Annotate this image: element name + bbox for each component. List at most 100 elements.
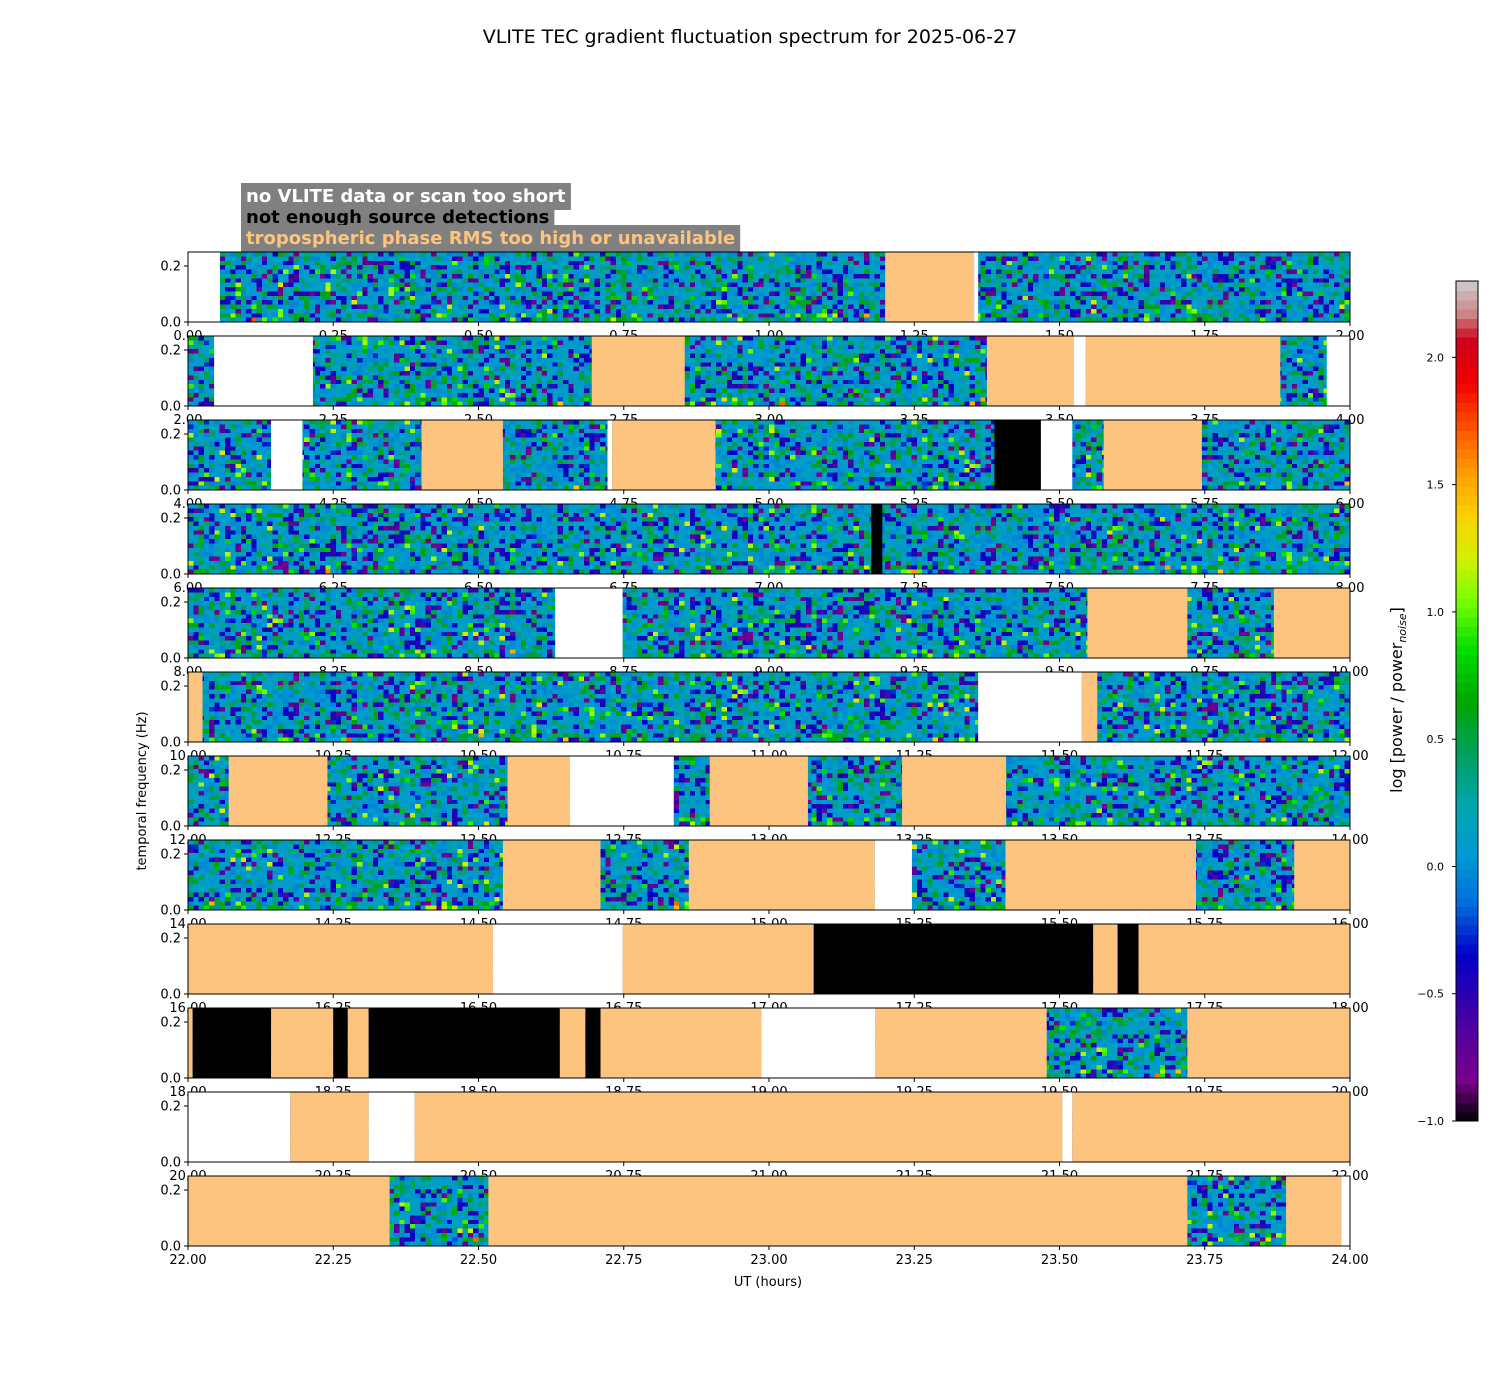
panel-5: 0.00.210.0010.2510.5010.7511.0011.2511.5…: [160, 671, 1369, 764]
colorbar-segment: [1456, 747, 1478, 758]
panel-9: 0.00.218.0018.2518.5018.7519.0019.2519.5…: [160, 1007, 1369, 1100]
mask-tropo-11-0: [188, 1176, 390, 1246]
y-tick-label: 0.0: [160, 1156, 181, 1171]
x-tick-label: 23.25: [896, 1253, 933, 1268]
colorbar-segment: [1456, 878, 1478, 889]
colorbar-segment: [1456, 421, 1478, 431]
mask-tropo-9-10: [875, 1008, 1047, 1078]
colorbar-segment: [1456, 607, 1478, 618]
mask-tropo-9-8: [600, 1008, 762, 1078]
colorbar-segment: [1456, 794, 1478, 805]
heatmap-cells: [188, 420, 1351, 491]
mask-nodata-0-2: [974, 252, 979, 322]
mask-nodata-8-1: [493, 924, 623, 994]
y-tick-label: 0.0: [160, 400, 181, 415]
colorbar-segment: [1456, 897, 1478, 907]
colorbar-segment: [1456, 514, 1478, 525]
mask-nodata-10-4: [1062, 1092, 1073, 1162]
panel-10: 0.00.220.0020.2520.5020.7521.0021.2521.5…: [160, 1091, 1369, 1184]
y-tick-label: 0.2: [160, 1184, 181, 1199]
y-tick-label: 0.0: [160, 652, 181, 667]
colorbar-segment: [1456, 962, 1478, 973]
colorbar-tick-label: 1.5: [1427, 479, 1445, 492]
mask-nodet-8-5: [1117, 924, 1139, 994]
mask-tropo-4-1: [1087, 588, 1188, 658]
x-tick-label: 22.75: [605, 1253, 642, 1268]
colorbar-segment: [1456, 766, 1478, 777]
colorbar-segment: [1456, 999, 1478, 1010]
colorbar-segment: [1456, 598, 1478, 609]
colorbar-segment: [1456, 1111, 1478, 1122]
colorbar: −1.0 −0.5 0.0 0.5 1.0 1.5 2.0: [1417, 280, 1479, 1128]
mask-tropo-6-1: [507, 756, 570, 826]
mask-tropo-2-3: [612, 420, 716, 490]
colorbar-segment: [1456, 551, 1478, 562]
mask-tropo-9-11: [1187, 1008, 1350, 1078]
colorbar-segment: [1456, 738, 1478, 749]
colorbar-segment: [1456, 318, 1478, 329]
mask-tropo-0-1: [885, 252, 975, 322]
panel-6: 0.00.212.0012.2512.5012.7513.0013.2513.5…: [160, 755, 1369, 848]
mask-nodet-8-3: [813, 924, 1094, 994]
x-tick-label: 22.25: [315, 1253, 352, 1268]
y-tick-label: 0.0: [160, 1072, 181, 1087]
mask-nodata-0-0: [188, 252, 220, 322]
y-tick-label: 0.2: [160, 260, 181, 275]
mask-tropo-2-1: [421, 420, 503, 490]
mask-tropo-7-1: [688, 840, 875, 910]
mask-tropo-5-0: [188, 672, 203, 742]
colorbar-frame: [1455, 280, 1479, 1122]
y-tick-label: 0.0: [160, 988, 181, 1003]
legend-entry-2: tropospheric phase RMS too high or unava…: [241, 225, 741, 252]
mask-nodata-6-2: [569, 756, 674, 826]
colorbar-segment: [1456, 542, 1478, 553]
mask-tropo-9-2: [271, 1008, 334, 1078]
colorbar-segment: [1456, 495, 1478, 506]
colorbar-segment: [1456, 309, 1478, 319]
y-tick-label: 0.0: [160, 484, 181, 499]
chart-title: VLITE TEC gradient fluctuation spectrum …: [483, 26, 1017, 48]
mask-nodet-9-7: [585, 1008, 601, 1078]
mask-tropo-9-0: [188, 1008, 193, 1078]
panel-7: 0.00.214.0014.2514.5014.7515.0015.2515.5…: [160, 839, 1369, 932]
mask-tropo-6-3: [709, 756, 808, 826]
colorbar-segment: [1456, 617, 1478, 627]
mask-tropo-8-2: [622, 924, 814, 994]
mask-nodata-2-2: [607, 420, 613, 490]
x-axis-label: UT (hours): [734, 1275, 802, 1290]
y-tick-label: 0.2: [160, 932, 181, 947]
mask-tropo-4-2: [1273, 588, 1350, 658]
colorbar-label-end: ]: [1387, 607, 1406, 613]
colorbar-segment: [1456, 374, 1478, 385]
colorbar-tick-label: 0.0: [1427, 860, 1445, 873]
y-tick-label: 0.0: [160, 568, 181, 583]
colorbar-segment: [1456, 831, 1478, 842]
y-tick-label: 0.0: [160, 1240, 181, 1255]
colorbar-tick-label: 2.0: [1427, 351, 1445, 364]
y-tick-label: 0.2: [160, 512, 181, 527]
colorbar-segment: [1456, 925, 1478, 935]
colorbar-segment: [1456, 290, 1478, 301]
colorbar-segment: [1456, 1074, 1478, 1085]
legend-text: tropospheric phase RMS too high or unava…: [246, 228, 735, 249]
mask-tropo-10-1: [290, 1092, 369, 1162]
legend-text: not enough source detections: [246, 207, 549, 228]
panel-8: 0.00.216.0016.2516.5016.7517.0017.2517.5…: [160, 923, 1369, 1016]
heatmap-cells: [188, 672, 1351, 743]
mask-nodet-9-3: [333, 1008, 348, 1078]
colorbar-segment: [1456, 682, 1478, 693]
mask-tropo-2-7: [1103, 420, 1202, 490]
colorbar-segment: [1456, 449, 1478, 459]
mask-nodata-2-0: [271, 420, 303, 490]
y-tick-label: 0.2: [160, 764, 181, 779]
mask-tropo-11-2: [1286, 1176, 1342, 1246]
mask-tropo-9-4: [347, 1008, 369, 1078]
colorbar-segment: [1456, 654, 1478, 665]
colorbar-segment: [1456, 1093, 1478, 1103]
mask-nodata-5-1: [978, 672, 1082, 742]
y-tick-label: 0.2: [160, 848, 181, 863]
colorbar-segment: [1456, 477, 1478, 487]
legend-box: [241, 225, 741, 252]
mask-tropo-1-4: [1085, 336, 1281, 406]
